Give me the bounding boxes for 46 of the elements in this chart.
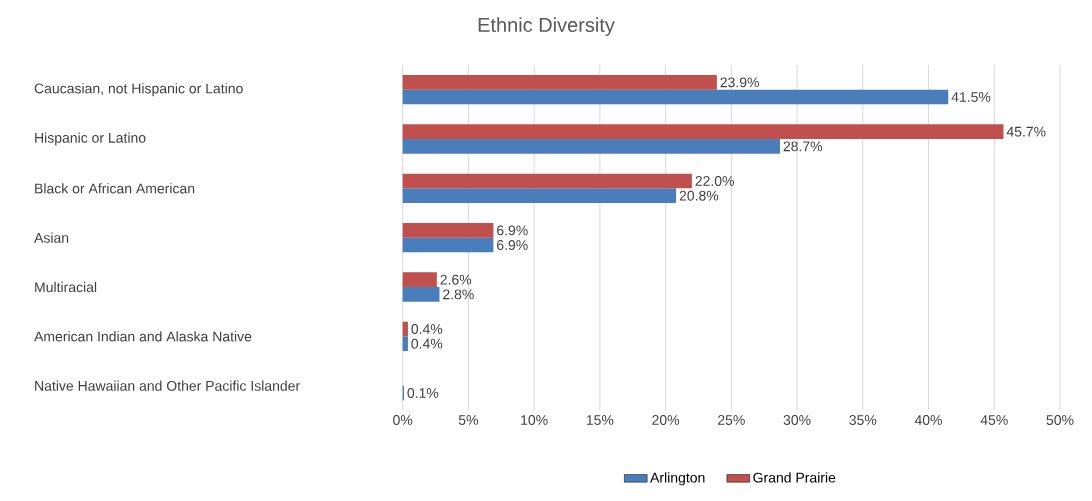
data-label: 0.4% bbox=[411, 338, 443, 349]
legend-label: Grand Prairie bbox=[753, 472, 836, 483]
y-tick-label: Black or African American bbox=[35, 183, 195, 194]
x-tick-label: 30% bbox=[783, 415, 811, 425]
data-label: 20.8% bbox=[679, 190, 719, 201]
data-label: 2.8% bbox=[443, 289, 474, 300]
bar bbox=[402, 139, 780, 154]
y-tick-label: Asian bbox=[34, 232, 69, 243]
bar bbox=[402, 124, 1004, 140]
x-tick-label: 45% bbox=[980, 415, 1008, 425]
x-tick-label: 10% bbox=[521, 415, 548, 425]
data-label: 45.7% bbox=[1006, 126, 1046, 137]
bar bbox=[402, 336, 408, 352]
x-tick-label: 15% bbox=[586, 415, 614, 425]
bar bbox=[402, 223, 494, 238]
x-tick-label: 40% bbox=[914, 415, 943, 425]
data-label: 41.5% bbox=[951, 92, 991, 102]
data-label: 23.9% bbox=[720, 77, 759, 88]
data-label: 0.4% bbox=[411, 324, 443, 334]
bar bbox=[402, 321, 408, 337]
data-label: 6.9% bbox=[497, 225, 528, 236]
bar bbox=[402, 188, 677, 204]
data-label: 28.7% bbox=[783, 141, 823, 152]
bar bbox=[402, 173, 692, 189]
x-tick-label: 35% bbox=[849, 415, 877, 425]
data-label: 6.9% bbox=[497, 240, 528, 250]
bar bbox=[402, 75, 717, 90]
y-tick-label: Native Hawaiian and Other Pacific Islander bbox=[35, 380, 300, 391]
bar bbox=[402, 89, 949, 105]
y-tick-label: Caucasian, not Hispanic or Latino bbox=[34, 83, 243, 97]
chart-title: Ethnic Diversity bbox=[478, 17, 615, 36]
data-label: 0.1% bbox=[407, 388, 439, 398]
y-tick-label: Multiracial bbox=[35, 281, 97, 293]
x-tick-label: 0% bbox=[393, 415, 413, 425]
x-tick-label: 5% bbox=[458, 415, 479, 425]
legend-label: Arlington bbox=[650, 472, 705, 486]
bar bbox=[402, 272, 437, 288]
y-tick-label: Hispanic or Latino bbox=[35, 132, 146, 146]
data-label: 2.6% bbox=[440, 274, 472, 285]
x-tick-label: 20% bbox=[652, 415, 680, 425]
y-tick-label: American Indian and Alaska Native bbox=[34, 331, 252, 342]
x-tick-label: 25% bbox=[718, 415, 745, 425]
x-tick-label: 50% bbox=[1046, 415, 1074, 425]
bar bbox=[402, 237, 494, 253]
bar bbox=[402, 287, 440, 302]
data-label: 22.0% bbox=[695, 176, 735, 186]
